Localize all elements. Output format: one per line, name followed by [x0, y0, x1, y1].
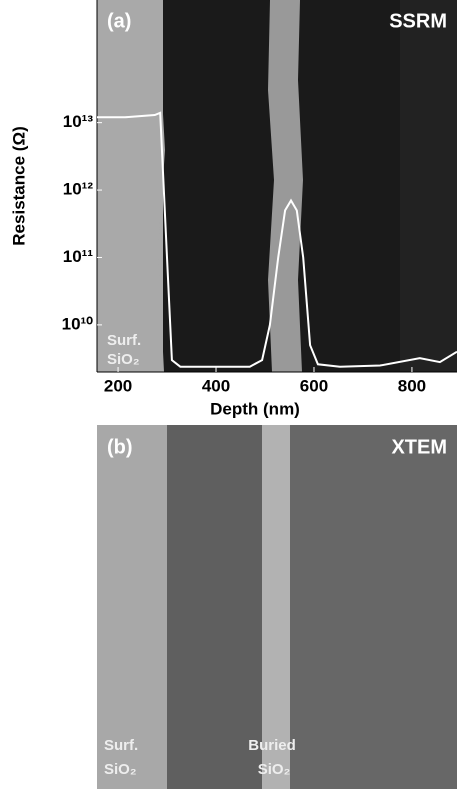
y-axis-label: Resistance (Ω)	[9, 126, 28, 245]
x-tick-label: 800	[398, 376, 426, 395]
annotation: Surf.	[107, 332, 141, 349]
x-tick-label: 400	[202, 376, 230, 395]
annotation: Buried	[248, 737, 296, 754]
resistance-line	[97, 111, 457, 368]
image-label: XTEM	[391, 436, 447, 458]
annotation: SiO₂	[107, 351, 140, 368]
x-tick-label: 600	[300, 376, 328, 395]
annotation: SiO₂	[104, 761, 137, 778]
annotation: Surf.	[104, 737, 138, 754]
panel-label: (b)	[107, 436, 133, 458]
ssrm-image	[97, 0, 457, 372]
x-axis-label: Depth (nm)	[210, 399, 300, 418]
image-label: SSRM	[389, 10, 447, 32]
y-tick-label: 10¹³	[63, 112, 94, 131]
y-tick-label: 10¹¹	[63, 247, 94, 266]
xtem-image	[97, 425, 457, 789]
panel-label: (a)	[107, 10, 131, 32]
x-tick-label: 200	[104, 376, 132, 395]
annotation: SiO₂	[258, 761, 291, 778]
y-tick-label: 10¹²	[63, 180, 94, 199]
y-tick-label: 10¹⁰	[62, 314, 94, 333]
